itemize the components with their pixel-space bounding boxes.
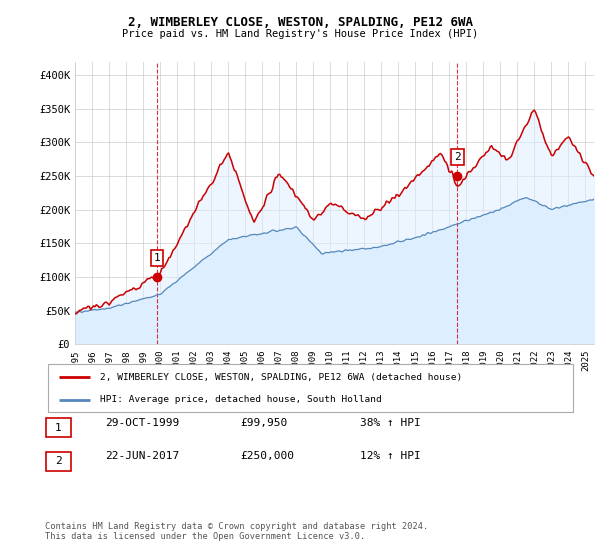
FancyBboxPatch shape (48, 364, 573, 412)
Text: Contains HM Land Registry data © Crown copyright and database right 2024.
This d: Contains HM Land Registry data © Crown c… (45, 522, 428, 542)
Text: 2: 2 (454, 152, 461, 162)
Text: 29-OCT-1999: 29-OCT-1999 (105, 418, 179, 428)
Text: 38% ↑ HPI: 38% ↑ HPI (360, 418, 421, 428)
Text: 22-JUN-2017: 22-JUN-2017 (105, 451, 179, 461)
Text: Price paid vs. HM Land Registry's House Price Index (HPI): Price paid vs. HM Land Registry's House … (122, 29, 478, 39)
Text: £99,950: £99,950 (240, 418, 287, 428)
Text: 12% ↑ HPI: 12% ↑ HPI (360, 451, 421, 461)
Text: 1: 1 (154, 253, 161, 263)
Text: 2: 2 (55, 456, 62, 466)
Text: HPI: Average price, detached house, South Holland: HPI: Average price, detached house, Sout… (101, 395, 382, 404)
Text: 2, WIMBERLEY CLOSE, WESTON, SPALDING, PE12 6WA: 2, WIMBERLEY CLOSE, WESTON, SPALDING, PE… (128, 16, 473, 29)
Text: 2, WIMBERLEY CLOSE, WESTON, SPALDING, PE12 6WA (detached house): 2, WIMBERLEY CLOSE, WESTON, SPALDING, PE… (101, 373, 463, 382)
Text: 1: 1 (55, 423, 62, 433)
Text: £250,000: £250,000 (240, 451, 294, 461)
